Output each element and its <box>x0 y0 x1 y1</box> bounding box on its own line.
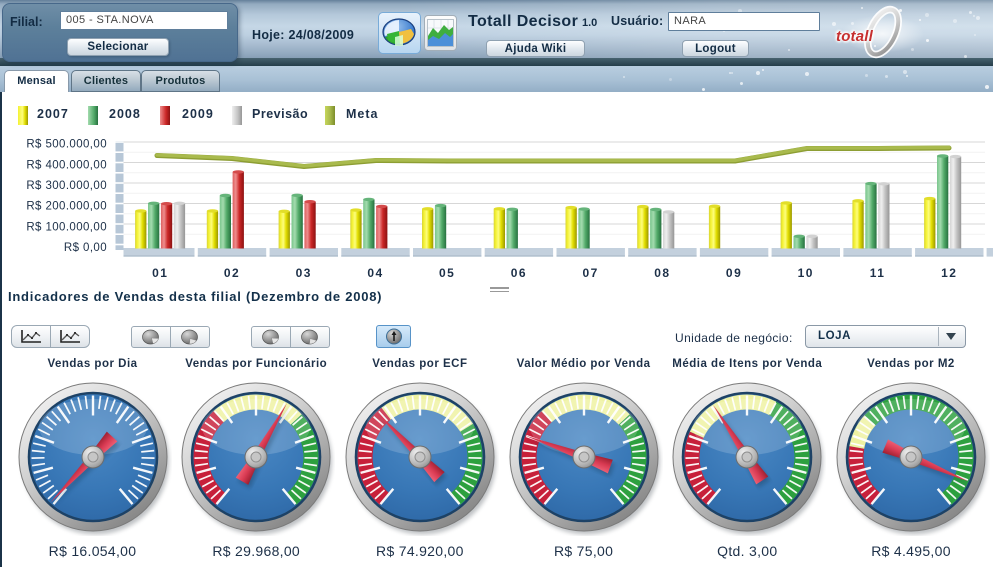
svg-text:R$ 400.000,00: R$ 400.000,00 <box>26 159 107 171</box>
svg-text:R$ 100.000,00: R$ 100.000,00 <box>26 221 107 233</box>
svg-text:R$ 300.000,00: R$ 300.000,00 <box>26 180 107 192</box>
svg-text:R$ 200.000,00: R$ 200.000,00 <box>26 201 107 213</box>
svg-text:R$ 500.000,00: R$ 500.000,00 <box>26 139 107 151</box>
svg-text:R$ 0,00: R$ 0,00 <box>64 242 107 254</box>
